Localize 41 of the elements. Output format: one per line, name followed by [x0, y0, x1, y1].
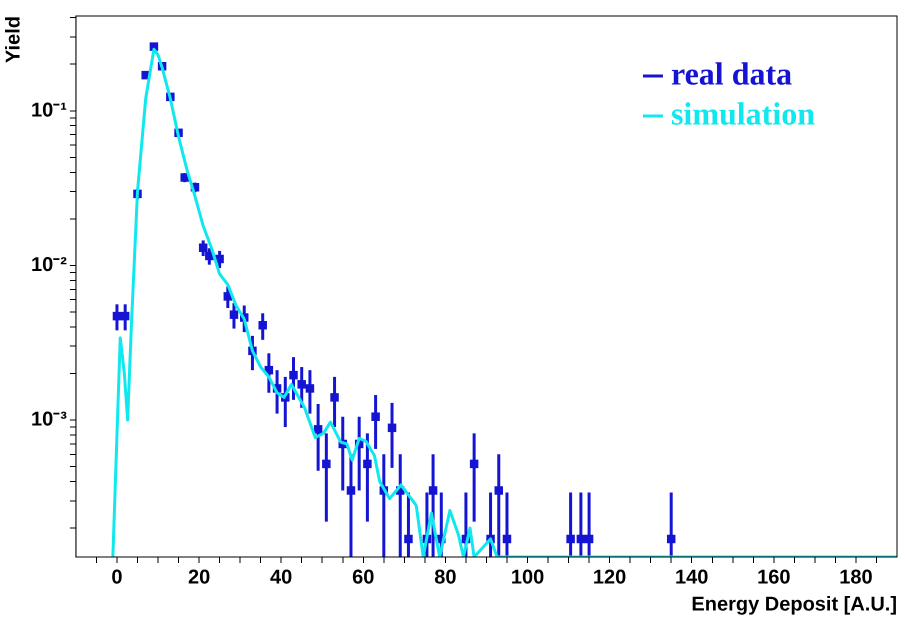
point	[666, 534, 676, 544]
x-tick-label: 0	[111, 566, 123, 589]
point	[346, 486, 356, 495]
point	[428, 486, 438, 495]
point	[494, 486, 504, 495]
point	[330, 393, 339, 402]
point	[371, 412, 380, 421]
legend-label: simulation	[670, 95, 816, 132]
point	[388, 424, 396, 432]
point	[230, 310, 238, 319]
x-tick-label: 40	[270, 566, 292, 589]
y-tick-label: 10⁻¹	[31, 99, 68, 122]
point	[120, 312, 130, 320]
x-tick-label: 100	[510, 566, 544, 589]
x-tick-label: 140	[675, 566, 708, 589]
point	[470, 460, 478, 468]
point	[502, 534, 512, 544]
point	[258, 321, 267, 330]
x-axis-title: Energy Deposit [A.U.]	[691, 594, 897, 616]
point	[566, 534, 575, 544]
point	[404, 534, 413, 544]
y-axis-title: Yield	[2, 16, 25, 64]
point	[112, 312, 122, 320]
point	[576, 534, 586, 544]
x-tick-label: 160	[757, 566, 791, 589]
x-tick-label: 180	[839, 566, 873, 589]
x-tick-label: 60	[352, 566, 374, 589]
legend-label: real data	[670, 55, 792, 92]
x-tick-label: 80	[434, 566, 457, 589]
point	[363, 460, 372, 468]
x-tick-label: 120	[592, 566, 626, 589]
point	[198, 244, 208, 252]
point	[289, 370, 298, 380]
x-tick-label: 20	[188, 566, 210, 589]
point	[306, 384, 314, 393]
point	[584, 534, 594, 544]
point	[297, 380, 306, 389]
point	[322, 460, 331, 468]
y-tick-label: 10⁻³	[31, 408, 68, 431]
y-tick-label: 10⁻²	[31, 254, 68, 276]
point	[314, 425, 322, 434]
